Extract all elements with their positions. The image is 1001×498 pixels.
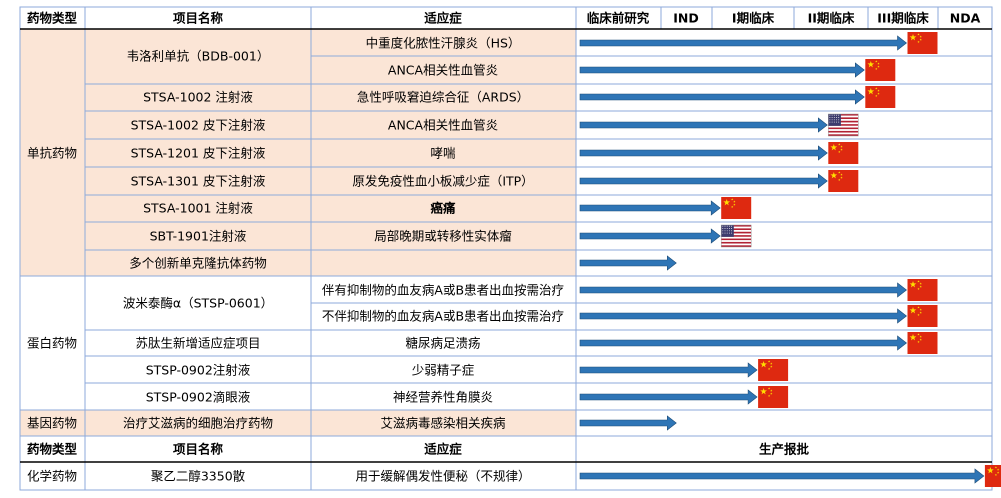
header-indication: 适应症 bbox=[424, 11, 462, 26]
indication-label: 哮喘 bbox=[430, 146, 455, 161]
indication-label: 用于缓解偶发性便秘（不规律） bbox=[355, 469, 530, 484]
progress-arrow bbox=[579, 228, 721, 244]
us-flag-icon bbox=[720, 224, 752, 248]
project-label: STSP-0902滴眼液 bbox=[146, 390, 251, 405]
china-flag-icon bbox=[865, 86, 896, 108]
project-label: 苏肽生新增适应症项目 bbox=[135, 336, 260, 351]
china-flag-icon bbox=[907, 305, 938, 327]
indication-label: 癌痛 bbox=[430, 201, 456, 216]
row-bg-0 bbox=[20, 29, 576, 56]
progress-arrow bbox=[579, 200, 721, 216]
china-flag-icon bbox=[721, 197, 752, 219]
indication-label: 急性呼吸窘迫综合征（ARDS） bbox=[357, 90, 529, 105]
indication-label: 糖尿病足溃疡 bbox=[405, 336, 480, 351]
progress-arrow bbox=[579, 173, 828, 189]
progress-arrow bbox=[579, 89, 865, 105]
indication-label: 中重度化脓性汗腺炎（HS） bbox=[366, 36, 521, 51]
header-phase-ind: IND bbox=[673, 11, 699, 26]
project-labels: 韦洛利单抗（BDB-001） STSA-1002 注射液 STSA-1002 皮… bbox=[123, 49, 273, 484]
header-phase-2: II期临床 bbox=[808, 11, 855, 26]
indication-label: 不伴抑制物的血友病A或B患者出血按需治疗 bbox=[322, 309, 564, 324]
project-label: STSP-0902注射液 bbox=[146, 363, 251, 378]
category-protein: 蛋白药物 bbox=[27, 336, 77, 351]
category-gene: 基因药物 bbox=[27, 416, 77, 431]
header2-approval: 生产报批 bbox=[759, 442, 810, 457]
progress-arrow bbox=[579, 117, 828, 133]
project-label: SBT-1901注射液 bbox=[150, 229, 247, 244]
header-phase-1: I期临床 bbox=[732, 11, 775, 26]
indication-label: 少弱精子症 bbox=[412, 363, 475, 378]
china-flag-icon bbox=[758, 359, 789, 381]
header-phase-3: III期临床 bbox=[877, 11, 929, 26]
china-flag-icon bbox=[828, 142, 859, 164]
indication-label: 神经营养性角膜炎 bbox=[393, 390, 493, 405]
china-flag-icon bbox=[828, 170, 859, 192]
indication-label: 原发免疫性血小板减少症（ITP） bbox=[352, 174, 533, 189]
row-bg-7 bbox=[20, 222, 576, 250]
category-mab: 单抗药物 bbox=[27, 146, 77, 161]
indication-labels: 中重度化脓性汗腺炎（HS） ANCA相关性血管炎 急性呼吸窘迫综合征（ARDS）… bbox=[322, 36, 564, 484]
table-header-2: 药物类型 项目名称 适应症 生产报批 bbox=[27, 442, 810, 457]
china-flag-icon bbox=[984, 465, 1001, 487]
progress-arrow bbox=[579, 62, 865, 78]
header2-category: 药物类型 bbox=[27, 442, 78, 457]
header2-project: 项目名称 bbox=[173, 442, 224, 457]
project-label: 韦洛利单抗（BDB-001） bbox=[127, 49, 270, 64]
project-label: STSA-1301 皮下注射液 bbox=[131, 174, 266, 189]
row-bg-5 bbox=[20, 167, 576, 195]
progress-arrow bbox=[579, 255, 677, 271]
row-backgrounds bbox=[20, 29, 576, 436]
project-label: STSA-1002 注射液 bbox=[143, 90, 253, 105]
row-bg-4 bbox=[20, 139, 576, 167]
progress-marks bbox=[579, 32, 1001, 487]
progress-arrow bbox=[579, 308, 907, 324]
project-label: 聚乙二醇3350散 bbox=[151, 469, 246, 484]
china-flag-icon bbox=[907, 32, 938, 54]
header-phase-preclinical: 临床前研究 bbox=[587, 11, 650, 26]
row-bg-6 bbox=[20, 195, 576, 222]
progress-arrow bbox=[579, 145, 828, 161]
project-label: STSA-1201 皮下注射液 bbox=[131, 146, 266, 161]
us-flag-icon bbox=[828, 113, 859, 137]
indication-label: 伴有抑制物的血友病A或B患者出血按需治疗 bbox=[322, 283, 564, 298]
indication-label: 局部晚期或转移性实体瘤 bbox=[374, 229, 512, 244]
project-label: STSA-1001 注射液 bbox=[143, 201, 253, 216]
progress-arrow bbox=[579, 468, 985, 484]
project-label: 治疗艾滋病的细胞治疗药物 bbox=[123, 416, 273, 431]
row-bg-8 bbox=[20, 250, 576, 276]
china-flag-icon bbox=[907, 332, 938, 354]
progress-arrow bbox=[579, 35, 907, 51]
china-flag-icon bbox=[865, 59, 896, 81]
indication-label: ANCA相关性血管炎 bbox=[388, 63, 498, 78]
header-phase-nda: NDA bbox=[950, 11, 981, 26]
project-label: 多个创新单克隆抗体药物 bbox=[129, 256, 267, 271]
progress-arrow bbox=[579, 389, 758, 405]
progress-arrow bbox=[579, 282, 907, 298]
header2-indication: 适应症 bbox=[424, 442, 462, 457]
project-label: STSA-1002 皮下注射液 bbox=[131, 118, 266, 133]
header-project: 项目名称 bbox=[173, 11, 224, 26]
indication-label: ANCA相关性血管炎 bbox=[388, 118, 498, 133]
project-label: 波米泰酶α（STSP-0601） bbox=[123, 296, 273, 311]
china-flag-icon bbox=[907, 279, 938, 301]
row-bg-1 bbox=[20, 56, 576, 84]
header-category: 药物类型 bbox=[27, 11, 78, 26]
grid-lines bbox=[19, 6, 993, 491]
row-bg-2 bbox=[20, 84, 576, 111]
row-bg-3 bbox=[20, 111, 576, 139]
china-flag-icon bbox=[758, 386, 789, 408]
indication-label: 艾滋病毒感染相关疾病 bbox=[380, 416, 505, 431]
category-labels: 单抗药物 蛋白药物 基因药物 化学药物 bbox=[27, 146, 77, 484]
category-chemical: 化学药物 bbox=[27, 469, 77, 484]
progress-arrow bbox=[579, 362, 758, 378]
table-header: 药物类型 项目名称 适应症 临床前研究 IND I期临床 II期临床 III期临… bbox=[27, 11, 981, 26]
progress-arrow bbox=[579, 335, 907, 351]
row-bg-14 bbox=[20, 410, 576, 436]
progress-arrow bbox=[579, 415, 677, 431]
